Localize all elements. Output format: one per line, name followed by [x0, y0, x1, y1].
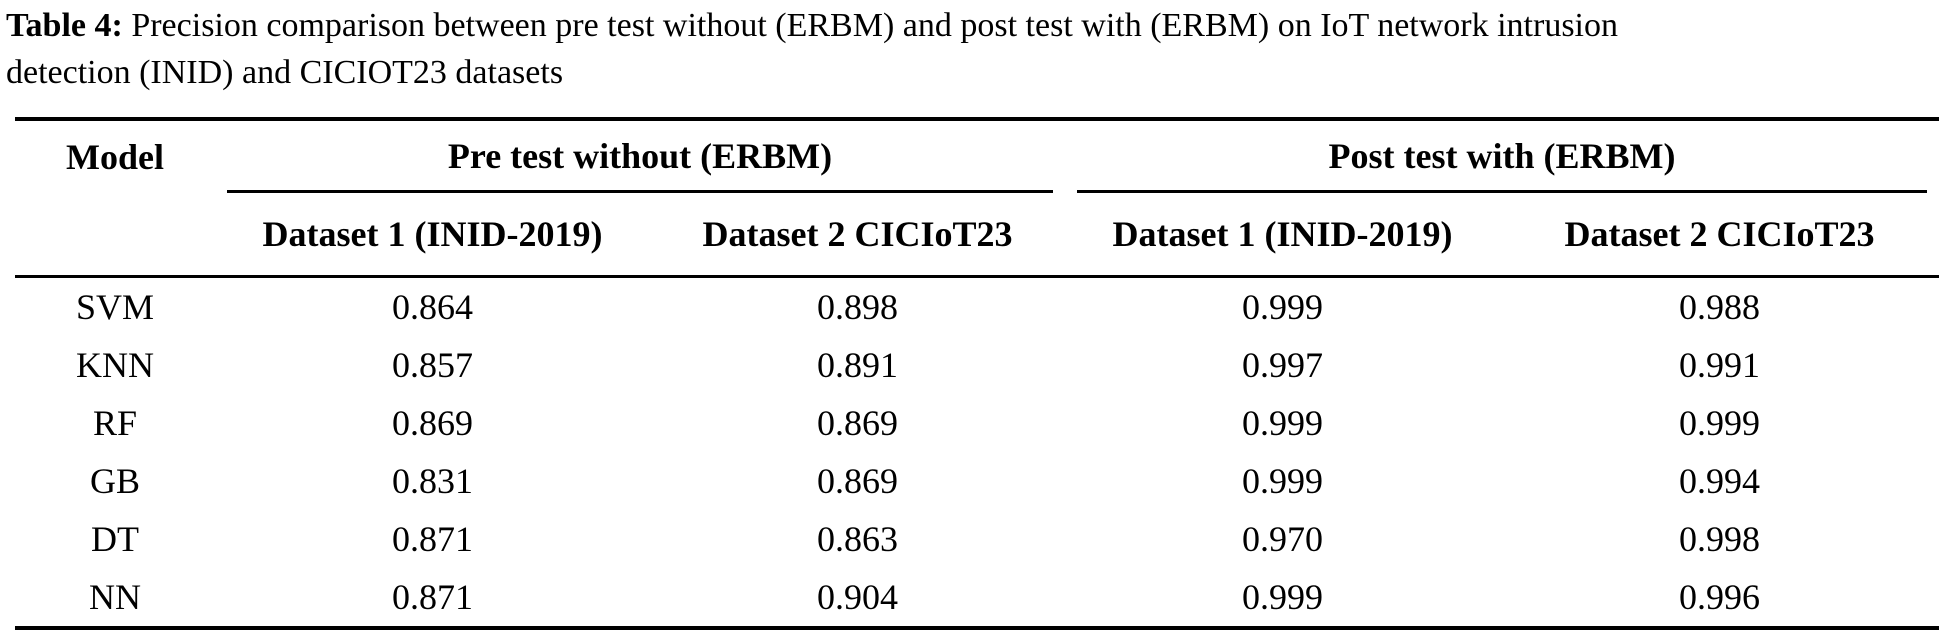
- table-row-nn: NN 0.871 0.904 0.999 0.996: [15, 568, 1939, 628]
- model-cell: SVM: [75, 287, 155, 327]
- value-cell: 0.999: [1242, 287, 1324, 327]
- value-cell: 0.999: [1242, 461, 1324, 501]
- value-cell: 0.869: [392, 403, 473, 443]
- model-cell: NN: [89, 577, 141, 617]
- model-cell: KNN: [76, 345, 154, 385]
- value-cell: 0.857: [392, 345, 473, 385]
- value-cell: 0.871: [392, 519, 473, 559]
- value-cell: 0.831: [392, 461, 473, 501]
- value-cell: 0.864: [392, 287, 473, 327]
- table-row-svm: SVM 0.864 0.898 0.999 0.988: [15, 277, 1939, 337]
- caption-line-1: Table 4: Precision comparison between pr…: [6, 7, 1618, 44]
- group-header-wrap: Pre test without (ERBM): [215, 121, 1065, 193]
- col-header-pre-dataset2: Dataset 2 CICIoT23: [650, 193, 1066, 278]
- table-row-dt: DT 0.871 0.863 0.970 0.998: [15, 510, 1939, 568]
- value-cell: 0.970: [1242, 519, 1324, 559]
- table-caption-text-line2: detection (INID) and CICIOT23 datasets: [6, 54, 564, 91]
- value-cell: 0.999: [1242, 403, 1324, 443]
- col-header-model: Model: [66, 137, 164, 177]
- value-cell: 0.891: [817, 345, 898, 385]
- value-cell: 0.996: [1679, 577, 1761, 617]
- value-cell: 0.988: [1679, 287, 1761, 327]
- group-header-post-test: Post test with (ERBM): [1065, 119, 1939, 193]
- model-cell: GB: [89, 461, 140, 501]
- value-cell: 0.997: [1242, 345, 1324, 385]
- cmidrule-post-test: [1077, 190, 1928, 193]
- value-cell: 0.869: [817, 461, 898, 501]
- table-row-rf: RF 0.869 0.869 0.999 0.999: [15, 394, 1939, 452]
- col-header-post-dataset2: Dataset 2 CICIoT23: [1500, 193, 1940, 278]
- value-cell: 0.898: [817, 287, 898, 327]
- table-caption-text-line1: Precision comparison between pre test wi…: [122, 7, 1618, 44]
- table-caption-label: Table 4:: [6, 7, 123, 44]
- cmidrule-pre-test: [227, 190, 1054, 193]
- value-cell: 0.863: [817, 519, 898, 559]
- value-cell: 0.999: [1679, 403, 1761, 443]
- model-cell: RF: [92, 403, 138, 443]
- group-header-pre-test: Pre test without (ERBM): [215, 119, 1065, 193]
- table-caption: Table 4: Precision comparison between pr…: [0, 0, 1954, 96]
- value-cell: 0.869: [817, 403, 898, 443]
- value-cell: 0.994: [1679, 461, 1761, 501]
- group-header-pre-test-label: Pre test without (ERBM): [447, 135, 833, 176]
- table-subheader-row: Dataset 1 (INID-2019) Dataset 2 CICIoT23…: [15, 193, 1940, 278]
- col-header-post-dataset1: Dataset 1 (INID-2019): [1065, 193, 1501, 278]
- col-header-pre-dataset1: Dataset 1 (INID-2019): [215, 193, 650, 278]
- model-cell: DT: [91, 519, 139, 559]
- precision-comparison-table: Model Pre test without (ERBM) Post test …: [15, 117, 1940, 630]
- group-header-wrap: Post test with (ERBM): [1065, 121, 1939, 193]
- value-cell: 0.904: [817, 577, 898, 617]
- table-group-header-row: Model Pre test without (ERBM) Post test …: [15, 119, 1939, 193]
- value-cell: 0.871: [392, 577, 473, 617]
- table-row-knn: KNN 0.857 0.891 0.997 0.991: [15, 336, 1939, 394]
- value-cell: 0.991: [1679, 345, 1761, 385]
- value-cell: 0.998: [1679, 519, 1761, 559]
- table-row-gb: GB 0.831 0.869 0.999 0.994: [15, 452, 1939, 510]
- subheader-empty-cell: [15, 193, 215, 278]
- value-cell: 0.999: [1242, 577, 1324, 617]
- group-header-post-test-label: Post test with (ERBM): [1328, 135, 1676, 176]
